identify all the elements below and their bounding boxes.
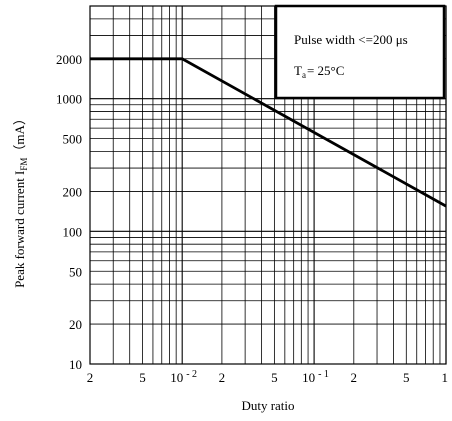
y-tick-label: 1000 (56, 92, 82, 107)
annotation-frame (274, 4, 446, 100)
x-tick-exponent: - 2 (186, 369, 197, 380)
y-tick-label: 2000 (56, 52, 82, 67)
x-tick-base: 10 (302, 370, 315, 385)
x-tick-label: 2 (351, 370, 358, 385)
x-axis-title: Duty ratio (241, 398, 294, 413)
y-tick-labels: 10 20 50 100 200 500 1000 2000 (56, 52, 82, 372)
y-tick-label: 200 (63, 184, 83, 199)
x-tick-label: 5 (403, 370, 410, 385)
series-layer (90, 57, 447, 208)
y-tick-label: 10 (69, 357, 82, 372)
x-tick-label: 5 (139, 370, 146, 385)
x-tick-label: 2 (87, 370, 94, 385)
annotation-box: Pulse width <=200 μs Ta= 25°C (274, 4, 446, 100)
x-tick-label: 1 (442, 370, 449, 385)
annotation-temperature-main: T (294, 63, 302, 78)
x-tick-label: 10- 1 (302, 369, 329, 385)
annotation-temperature-value: = 25°C (307, 63, 344, 78)
x-tick-label: 2 (219, 370, 226, 385)
minor-grid (89, 5, 446, 364)
y-axis-title-main: Peak forward current I (12, 171, 27, 288)
x-tick-exponent: - 1 (318, 369, 329, 380)
y-tick-label: 20 (69, 317, 82, 332)
y-tick-label: 50 (69, 264, 82, 279)
y-axis-title-unit: （mA） (12, 112, 27, 158)
x-tick-base: 10 (170, 370, 183, 385)
x-tick-label: 5 (271, 370, 278, 385)
plot-frame (89, 5, 447, 365)
y-axis-title: Peak forward current IFM（mA） (12, 112, 29, 288)
series-line-0 (90, 57, 447, 208)
y-axis-title-sub: FM (19, 158, 29, 171)
annotation-temperature-sub: a (302, 70, 306, 80)
annotation-temperature: Ta= 25°C (294, 63, 344, 80)
y-tick-label: 500 (63, 132, 83, 147)
y-tick-label: 100 (63, 224, 83, 239)
x-tick-label: 10- 2 (170, 369, 197, 385)
annotation-pulse-width: Pulse width <=200 μs (294, 32, 408, 47)
